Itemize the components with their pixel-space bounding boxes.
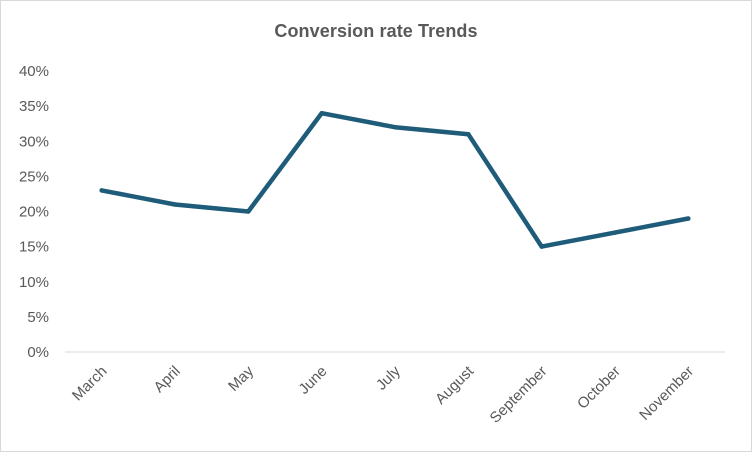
data-point-june bbox=[319, 110, 324, 116]
x-tick-label: July bbox=[373, 362, 404, 393]
y-tick-label: 15% bbox=[19, 239, 49, 256]
x-tick-label: June bbox=[295, 363, 330, 398]
series-line bbox=[99, 110, 691, 249]
series-points bbox=[99, 110, 691, 249]
x-tick-label: September bbox=[487, 363, 551, 427]
y-tick-label: 35% bbox=[19, 98, 49, 115]
data-point-may bbox=[246, 209, 251, 214]
y-axis: 0% 5% 10% 15% 20% 25% 30% 35% 40% bbox=[19, 63, 49, 361]
data-point-august bbox=[466, 132, 471, 137]
data-point-november bbox=[686, 216, 691, 221]
x-tick-label: November bbox=[636, 363, 697, 424]
y-tick-label: 5% bbox=[27, 309, 49, 326]
x-tick-label: April bbox=[151, 363, 184, 396]
y-tick-label: 0% bbox=[27, 344, 49, 361]
y-tick-label: 25% bbox=[19, 168, 49, 185]
data-point-september bbox=[539, 244, 544, 249]
y-tick-label: 20% bbox=[19, 204, 49, 221]
y-tick-label: 40% bbox=[19, 63, 49, 80]
x-tick-label: August bbox=[432, 362, 478, 408]
y-tick-label: 30% bbox=[19, 133, 49, 150]
data-point-april bbox=[172, 202, 178, 207]
x-tick-label: March bbox=[69, 363, 110, 404]
data-point-july bbox=[392, 125, 398, 130]
x-tick-label: May bbox=[225, 362, 257, 394]
y-tick-label: 10% bbox=[19, 274, 49, 291]
chart-title: Conversion rate Trends bbox=[274, 21, 478, 41]
data-point-march bbox=[99, 188, 104, 193]
x-axis: March April May June July August September Octo… bbox=[69, 362, 697, 426]
x-tick-label: October bbox=[574, 363, 624, 413]
data-point-october bbox=[612, 230, 618, 235]
